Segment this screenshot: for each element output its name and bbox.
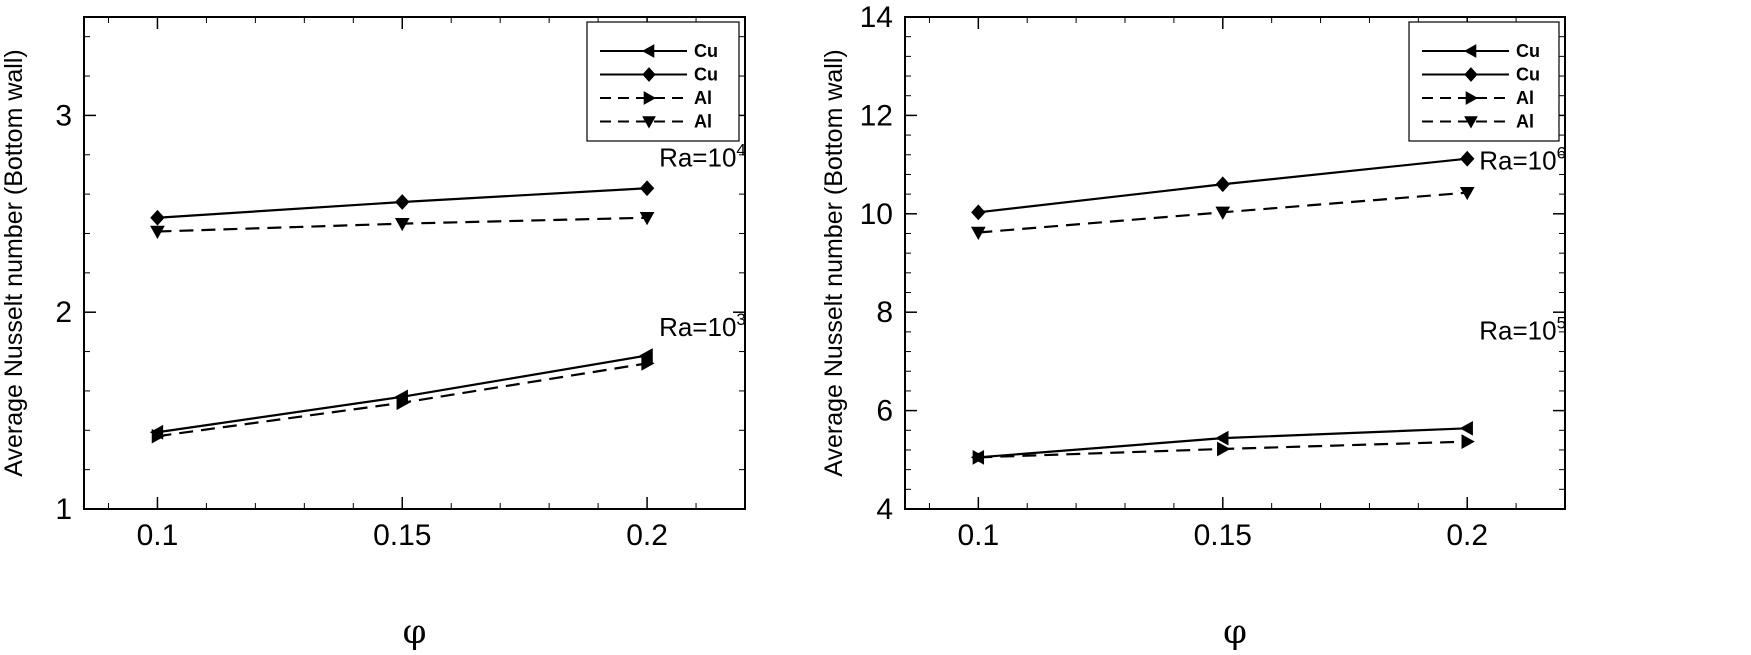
ra-annotation-exponent: 3 (736, 310, 745, 329)
chart-panel-1: 0.1 0.15 0.2 1 2 3 φ Average Nusselt number (Bo… (0, 16, 746, 652)
data-point-triangle-right (151, 428, 165, 444)
x-tick-label: 0.15 (373, 519, 431, 552)
legend-marker-triangle-down (1464, 116, 1478, 129)
series-cu-triangle-left (970, 420, 1473, 465)
data-point-triangle-right (1461, 434, 1475, 449)
data-point-diamond (150, 209, 165, 226)
legend-label: Cu (1516, 41, 1540, 61)
ra-annotation-base: Ra=10 (659, 312, 736, 342)
ra-annotation-exponent: 6 (1557, 144, 1566, 163)
ra-annotation-exponent: 4 (736, 141, 745, 160)
plot-frame (904, 16, 1566, 510)
legend-label: Cu (694, 41, 718, 61)
plot-frame (83, 16, 746, 510)
y-tick-label: 6 (876, 395, 893, 428)
data-point-triangle-left (1215, 430, 1229, 446)
series-al-triangle-right (151, 356, 655, 444)
y-tick-label: 1 (55, 493, 72, 526)
legend-marker-diamond (642, 67, 656, 82)
ra-annotation: Ra=106 (1479, 144, 1566, 176)
ra-annotation: Ra=104 (659, 141, 746, 173)
legend-marker-diamond (1464, 67, 1478, 82)
data-point-triangle-down (970, 226, 986, 241)
legend-marker-triangle-left (641, 44, 655, 58)
legend-marker-triangle-left (1463, 44, 1477, 58)
legend-label: Al (694, 88, 712, 108)
ra-annotation: Ra=105 (1479, 313, 1566, 345)
data-point-diamond (395, 194, 410, 210)
y-axis-title: Average Nusselt number (Bottom wall) (0, 49, 28, 477)
data-point-triangle-down (394, 217, 410, 232)
data-point-triangle-left (1459, 420, 1473, 436)
x-axis-title: φ (1223, 612, 1247, 652)
data-point-diamond (971, 204, 986, 221)
data-point-triangle-right (396, 395, 410, 411)
ra-annotation-exponent: 5 (1557, 313, 1566, 332)
chart-panel-2: 0.1 0.15 0.2 4 6 8 10 12 14 φ Average Nusselt numb… (820, 1, 1566, 652)
series-cu-diamond (150, 180, 655, 226)
x-axis-title: φ (403, 612, 427, 652)
y-tick-label: 3 (55, 99, 72, 132)
data-point-triangle-left (639, 348, 653, 363)
x-tick-label: 0.2 (626, 519, 668, 552)
y-tick-label: 12 (860, 99, 893, 132)
legend-label: Cu (1516, 65, 1540, 85)
y-tick-label: 8 (876, 296, 893, 329)
x-tick-label: 0.1 (957, 519, 999, 552)
y-tick-label: 2 (55, 296, 72, 329)
data-point-triangle-down (1459, 186, 1475, 201)
data-point-diamond (1460, 150, 1475, 167)
y-tick-label: 10 (860, 198, 893, 231)
legend: Cu Cu Al Al (586, 21, 740, 142)
data-point-triangle-down (1215, 206, 1231, 220)
series-al-triangle-down (150, 212, 655, 240)
x-tick-label: 0.2 (1446, 519, 1488, 552)
data-point-triangle-right (1217, 441, 1231, 457)
legend-marker-triangle-right (643, 91, 657, 105)
series-cu-triangle-left (149, 348, 653, 440)
y-axis-title: Average Nusselt number (Bottom wall) (820, 49, 848, 477)
y-tick-label: 14 (860, 1, 893, 34)
legend-label: Cu (694, 65, 718, 85)
data-point-triangle-right (972, 449, 986, 465)
series-cu-diamond (971, 150, 1475, 221)
data-point-diamond (639, 180, 655, 197)
x-tick-label: 0.1 (137, 519, 179, 552)
ra-annotation-base: Ra=10 (1479, 146, 1556, 176)
ra-annotation: Ra=103 (659, 310, 746, 342)
series-al-triangle-down (970, 186, 1475, 241)
ra-annotation-base: Ra=10 (659, 143, 736, 173)
data-point-triangle-down (639, 212, 655, 226)
data-point-triangle-down (150, 225, 165, 240)
series-al-triangle-right (972, 434, 1475, 465)
ra-annotation-base: Ra=10 (1479, 315, 1556, 345)
legend-label: Al (694, 112, 712, 132)
data-point-diamond (1215, 176, 1230, 193)
legend-marker-triangle-down (642, 116, 656, 129)
x-tick-label: 0.15 (1194, 519, 1252, 552)
legend-label: Al (1516, 88, 1534, 108)
y-tick-label: 4 (876, 493, 893, 526)
legend: Cu Cu Al Al (1408, 21, 1560, 142)
legend-label: Al (1516, 112, 1534, 132)
legend-marker-triangle-right (1465, 91, 1479, 105)
data-point-triangle-right (641, 356, 655, 371)
